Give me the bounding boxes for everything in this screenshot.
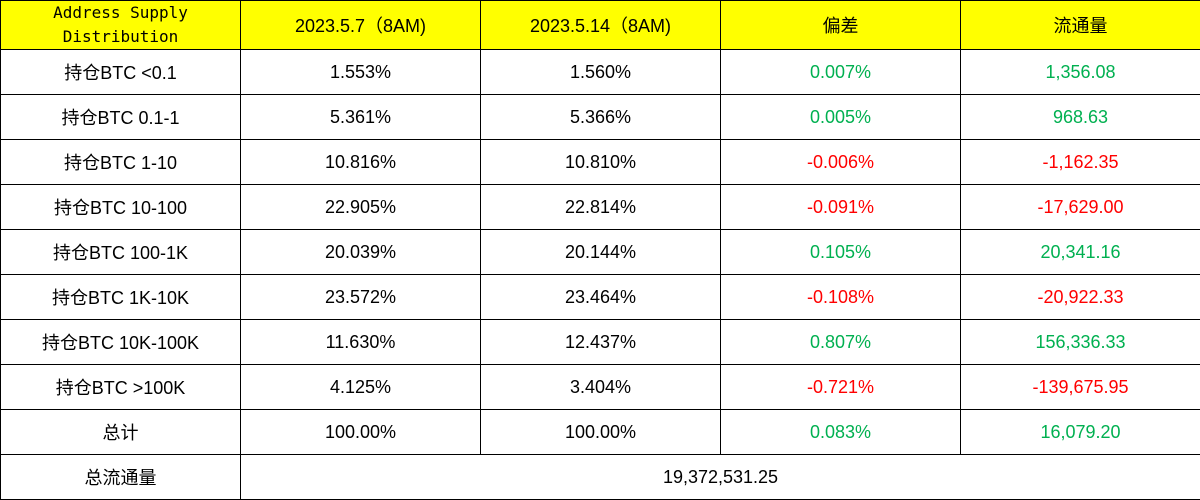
row-label: 持仓BTC 0.1-1 xyxy=(1,95,241,140)
total-circulation-label: 总流通量 xyxy=(1,455,241,500)
value-date-start: 20.039% xyxy=(241,230,481,275)
value-deviation: -0.721% xyxy=(721,365,961,410)
header-circulation: 流通量 xyxy=(961,1,1200,50)
value-date-end: 3.404% xyxy=(481,365,721,410)
value-circulation: 1,356.08 xyxy=(961,50,1200,95)
value-circulation: 968.63 xyxy=(961,95,1200,140)
value-date-start: 23.572% xyxy=(241,275,481,320)
value-date-end: 12.437% xyxy=(481,320,721,365)
header-address-supply-distribution: Address Supply Distribution xyxy=(1,1,241,50)
row-label: 持仓BTC 1K-10K xyxy=(1,275,241,320)
value-date-end: 5.366% xyxy=(481,95,721,140)
value-circulation: 20,341.16 xyxy=(961,230,1200,275)
value-deviation: -0.006% xyxy=(721,140,961,185)
value-circulation: 16,079.20 xyxy=(961,410,1200,455)
row-label: 持仓BTC <0.1 xyxy=(1,50,241,95)
value-deviation: -0.108% xyxy=(721,275,961,320)
value-date-end: 23.464% xyxy=(481,275,721,320)
row-label: 持仓BTC 100-1K xyxy=(1,230,241,275)
value-circulation: -20,922.33 xyxy=(961,275,1200,320)
value-deviation: -0.091% xyxy=(721,185,961,230)
value-date-end: 1.560% xyxy=(481,50,721,95)
row-label: 持仓BTC >100K xyxy=(1,365,241,410)
value-deviation: 0.007% xyxy=(721,50,961,95)
value-date-start: 100.00% xyxy=(241,410,481,455)
value-date-start: 4.125% xyxy=(241,365,481,410)
value-circulation: -139,675.95 xyxy=(961,365,1200,410)
value-date-end: 10.810% xyxy=(481,140,721,185)
value-circulation: 156,336.33 xyxy=(961,320,1200,365)
value-deviation: 0.807% xyxy=(721,320,961,365)
total-circulation-value: 19,372,531.25 xyxy=(241,455,1200,500)
value-date-end: 20.144% xyxy=(481,230,721,275)
row-label: 持仓BTC 10-100 xyxy=(1,185,241,230)
row-label: 持仓BTC 10K-100K xyxy=(1,320,241,365)
value-date-end: 22.814% xyxy=(481,185,721,230)
value-date-start: 5.361% xyxy=(241,95,481,140)
value-date-start: 1.553% xyxy=(241,50,481,95)
row-label: 总计 xyxy=(1,410,241,455)
header-row: Address Supply Distribution 2023.5.7（8AM… xyxy=(1,1,1200,50)
value-date-start: 22.905% xyxy=(241,185,481,230)
value-date-start: 10.816% xyxy=(241,140,481,185)
header-date-end: 2023.5.14（8AM) xyxy=(481,1,721,50)
value-deviation: 0.105% xyxy=(721,230,961,275)
value-circulation: -1,162.35 xyxy=(961,140,1200,185)
value-circulation: -17,629.00 xyxy=(961,185,1200,230)
value-deviation: 0.083% xyxy=(721,410,961,455)
value-deviation: 0.005% xyxy=(721,95,961,140)
row-label: 持仓BTC 1-10 xyxy=(1,140,241,185)
header-date-start: 2023.5.7（8AM) xyxy=(241,1,481,50)
value-date-start: 11.630% xyxy=(241,320,481,365)
value-date-end: 100.00% xyxy=(481,410,721,455)
header-deviation: 偏差 xyxy=(721,1,961,50)
